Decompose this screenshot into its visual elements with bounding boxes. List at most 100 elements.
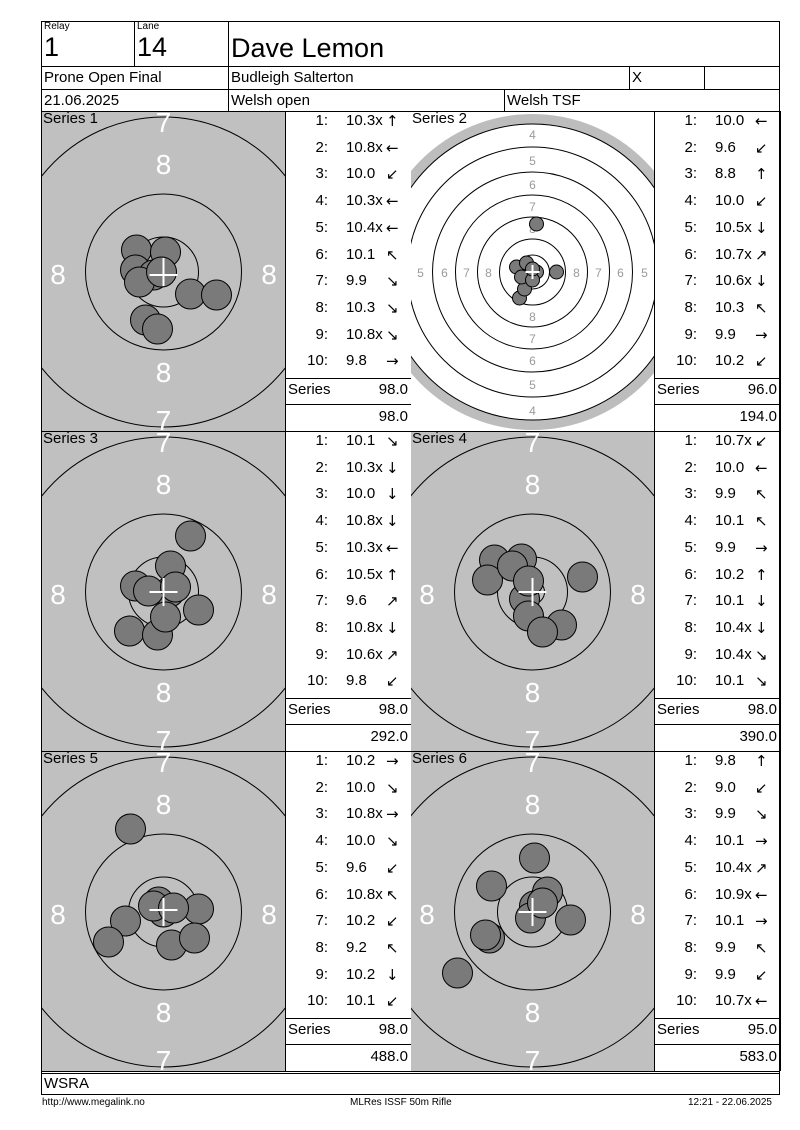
- shot-number: 4:: [315, 832, 328, 850]
- direction-arrow-icon: ↓: [386, 618, 399, 637]
- series-total-label: Series: [288, 701, 331, 718]
- shot-number: 6:: [315, 885, 328, 903]
- direction-arrow-icon: ↖: [755, 485, 768, 504]
- direction-arrow-icon: ←: [386, 538, 399, 557]
- shot-score: 10.3x: [346, 458, 383, 476]
- direction-arrow-icon: ↘: [386, 298, 399, 317]
- ring-label-lower: 8: [156, 997, 172, 1028]
- organisation: WSRA: [44, 1075, 89, 1092]
- relay-label: Relay: [44, 21, 70, 32]
- direction-arrow-icon: ↘: [386, 832, 399, 851]
- shot-score: 9.9: [715, 938, 736, 956]
- ring-label-upper: 8: [525, 469, 541, 500]
- direction-arrow-icon: ↘: [755, 672, 768, 691]
- cumulative-total: 390.0: [739, 728, 777, 745]
- ring-label-left: 8: [50, 259, 66, 290]
- direction-arrow-icon: ←: [386, 192, 399, 211]
- shot-score: 8.8: [715, 165, 736, 183]
- shot-number: 1:: [315, 112, 328, 129]
- shot-score: 10.1: [346, 432, 376, 449]
- shot-score: 9.8: [346, 352, 367, 370]
- direction-arrow-icon: ↙: [755, 432, 768, 450]
- series-total: 98.0: [378, 1021, 408, 1038]
- shot-number: 5:: [684, 538, 697, 556]
- shot-number: 1:: [684, 432, 697, 449]
- direction-arrow-icon: ←: [386, 138, 399, 157]
- website-link[interactable]: http://www.megalink.no: [42, 1097, 145, 1108]
- target-face: 7 8 8 8 8 7: [42, 752, 285, 1071]
- shot-number: 1:: [684, 112, 697, 129]
- ring-label-8: 8: [573, 266, 580, 280]
- ring-label-6: 6: [617, 266, 624, 280]
- shot-number: 7:: [684, 912, 697, 930]
- direction-arrow-icon: ↙: [386, 912, 399, 931]
- direction-arrow-icon: ↙: [755, 138, 768, 157]
- ring-label-right: 8: [630, 579, 646, 610]
- shot-number: 3:: [684, 805, 697, 823]
- shot-mark: [527, 887, 558, 919]
- direction-arrow-icon: ↙: [386, 858, 399, 877]
- direction-arrow-icon: ↑: [386, 565, 399, 584]
- shot-mark: [201, 279, 232, 311]
- direction-arrow-icon: ↙: [386, 165, 399, 184]
- direction-arrow-icon: ↓: [755, 618, 768, 637]
- shot-score: 10.3x: [346, 192, 383, 210]
- cumulative-total: 292.0: [370, 728, 408, 745]
- shot-score: 10.8x: [346, 618, 383, 636]
- direction-arrow-icon: ↑: [755, 165, 768, 184]
- shot-mark: [175, 520, 206, 552]
- target-series-3: 7 8 8 8 8 7: [42, 432, 285, 751]
- ring-label-lower: 8: [156, 357, 172, 388]
- lane-number: 14: [137, 32, 168, 62]
- crosshair-icon: [149, 258, 178, 286]
- shot-score: 9.9: [715, 485, 736, 503]
- shot-mark: [527, 616, 558, 648]
- direction-arrow-icon: →: [386, 805, 399, 824]
- shot-mark: [179, 922, 210, 954]
- series-total-label: Series: [288, 1021, 331, 1038]
- shot-score: 9.8: [346, 672, 367, 690]
- ring-label-upper: 8: [525, 789, 541, 820]
- direction-arrow-icon: ↖: [755, 298, 768, 317]
- shot-score: 9.9: [715, 965, 736, 983]
- shot-score: 9.2: [346, 938, 367, 956]
- shot-score: 9.0: [715, 778, 736, 796]
- target-series-6: 7 8 8 8 8 7: [411, 752, 654, 1071]
- shot-mark: [567, 561, 598, 593]
- shot-mark: [115, 813, 146, 845]
- shot-score: 10.8x: [346, 805, 383, 823]
- direction-arrow-icon: ←: [386, 218, 399, 237]
- shot-number: 10:: [307, 352, 328, 370]
- shot-number: 5:: [315, 858, 328, 876]
- shot-score: 10.8x: [346, 325, 383, 343]
- shot-number: 4:: [684, 192, 697, 210]
- ring-label-6: 6: [529, 354, 536, 368]
- shot-number: 8:: [684, 298, 697, 316]
- direction-arrow-icon: ←: [755, 885, 768, 904]
- series-total: 95.0: [747, 1021, 777, 1038]
- shot-score: 9.6: [346, 592, 367, 610]
- ring-label-right: 8: [261, 579, 277, 610]
- shot-score: 10.5x: [346, 565, 383, 583]
- shot-number: 3:: [315, 485, 328, 503]
- ring-label-4: 4: [529, 404, 536, 418]
- ring-label-top: 7: [156, 112, 172, 138]
- shot-score: 10.8x: [346, 885, 383, 903]
- crosshair-icon: [149, 898, 178, 926]
- direction-arrow-icon: →: [386, 752, 399, 770]
- lane-label: Lane: [137, 21, 160, 32]
- direction-arrow-icon: →: [755, 912, 768, 931]
- shot-score: 9.8: [715, 752, 736, 769]
- ring-label-right: 8: [261, 259, 277, 290]
- shot-mark: [519, 842, 550, 874]
- shot-score: 10.9x: [715, 885, 752, 903]
- ring-label-lower: 8: [525, 997, 541, 1028]
- shot-score: 10.8x: [346, 138, 383, 156]
- shot-number: 10:: [307, 992, 328, 1010]
- direction-arrow-icon: ↘: [386, 778, 399, 797]
- shot-score: 10.1: [715, 512, 745, 530]
- ring-label-5: 5: [417, 266, 424, 280]
- target-face: 7 8 8 8 8 7: [42, 432, 285, 751]
- shot-number: 6:: [684, 885, 697, 903]
- ring-label-upper: 8: [156, 789, 172, 820]
